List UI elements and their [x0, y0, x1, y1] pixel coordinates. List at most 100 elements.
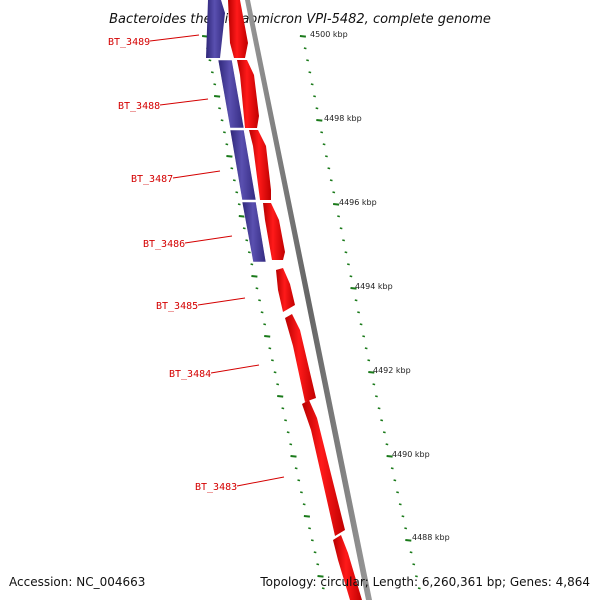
gene-bt3486-block	[241, 201, 267, 263]
outer-ring-tick	[372, 383, 376, 386]
inner-ring-tick	[208, 59, 212, 62]
inner-ring-tick	[237, 203, 241, 206]
inner-ring-tick	[316, 563, 320, 566]
kbp-label-4490: 4490 kbp	[392, 450, 430, 459]
inner-ring-tick	[263, 323, 267, 326]
outer-ring-tick	[390, 467, 394, 470]
outer-ring-tick	[344, 251, 348, 254]
outer-ring-tick	[385, 443, 389, 446]
inner-ring-tick	[251, 275, 258, 278]
inner-ring-tick	[289, 443, 293, 446]
outer-ring-tick	[327, 167, 331, 170]
inner-ring-tick	[258, 299, 261, 302]
gene-label-bt3483: BT_3483	[195, 482, 237, 493]
gene-bt3484-fwd	[285, 314, 316, 402]
outer-ring-tick	[359, 323, 363, 326]
outer-ring-tick	[308, 71, 312, 74]
outer-ring-tick	[364, 347, 368, 350]
inner-ring-tick	[245, 239, 249, 242]
inner-ring-tick	[300, 491, 303, 494]
inner-ring-tick	[210, 71, 214, 74]
inner-ring-tick	[308, 527, 311, 530]
kbp-label-4494: 4494 kbp	[355, 282, 393, 291]
outer-ring-tick	[320, 131, 324, 134]
inner-ring-tick	[223, 131, 226, 134]
inner-ring-tick	[284, 419, 287, 422]
gene-bt3489-arrow	[206, 0, 225, 58]
kbp-label-4488: 4488 kbp	[412, 533, 450, 542]
gene-label-bt3484: BT_3484	[169, 369, 211, 380]
inner-ring-tick	[273, 371, 277, 374]
outer-ring-tick	[415, 575, 418, 578]
inner-ring-tick	[313, 551, 317, 554]
inner-ring-tick	[247, 251, 251, 254]
gene-bt3485-fwd	[276, 268, 295, 312]
gene-leader-bt3488	[159, 98, 209, 106]
gene-label-bt3487: BT_3487	[131, 174, 173, 185]
outer-ring-tick	[412, 563, 416, 566]
outer-ring-tick	[377, 407, 381, 410]
inner-ring-tick	[250, 263, 254, 266]
gene-bt3487-block	[229, 129, 257, 201]
inner-ring-tick	[218, 107, 221, 110]
inner-ring-tick	[294, 467, 298, 470]
outer-ring-tick	[350, 287, 357, 290]
inner-ring-tick	[303, 515, 310, 518]
inner-ring-tick	[213, 83, 217, 86]
gene-bt3486-fwd	[263, 203, 285, 260]
inner-ring-tick	[260, 311, 264, 314]
gene-leader-bt3489	[149, 34, 200, 42]
inner-ring-tick	[281, 407, 285, 410]
outer-ring-tick	[347, 263, 350, 266]
inner-ring-tick	[264, 335, 271, 338]
outer-ring-tick	[393, 479, 397, 482]
outer-ring-tick	[332, 191, 336, 194]
outer-ring-tick	[354, 299, 358, 302]
inner-ring-tick	[225, 143, 229, 146]
kbp-label-4500: 4500 kbp	[310, 30, 348, 39]
genome-summary-text: Topology: circular; Length: 6,260,361 bp…	[259, 575, 590, 589]
map-title: Bacteroides thetaiotaomicron VPI-5482, c…	[109, 12, 491, 27]
inner-ring-tick	[271, 359, 274, 362]
outer-ring-tick	[310, 83, 314, 86]
inner-ring-tick	[214, 95, 221, 98]
outer-ring-tick	[306, 59, 309, 62]
gene-labels: BT_3489 BT_3488 BT_3487 BT_3486 BT_3485 …	[108, 34, 285, 493]
reverse-genes	[206, 0, 267, 263]
outer-ring-tick	[349, 275, 353, 278]
kbp-labels: 4500 kbp 4498 kbp 4496 kbp 4494 kbp 4492…	[310, 30, 450, 542]
outer-ring-tick	[375, 395, 378, 398]
gene-leader-bt3487	[172, 170, 221, 179]
inner-ring-tick	[268, 347, 272, 350]
inner-ring-tick	[297, 479, 301, 482]
inner-ring-tick	[242, 227, 246, 230]
outer-ring-tick	[325, 155, 328, 158]
kbp-label-4498: 4498 kbp	[324, 114, 362, 123]
gene-next-fwd	[333, 535, 362, 600]
outer-ring-tick	[342, 239, 345, 242]
inner-tick-ring	[202, 35, 325, 590]
inner-ring-tick	[290, 455, 297, 458]
gene-bt3483-fwd	[302, 400, 345, 536]
outer-ring-tick	[396, 491, 399, 494]
inner-ring-tick	[232, 179, 236, 182]
inner-ring-tick	[235, 191, 239, 194]
gene-label-bt3488: BT_3488	[118, 101, 160, 112]
inner-ring-tick	[310, 539, 314, 542]
gene-bt3488-block	[217, 59, 245, 129]
outer-ring-tick	[333, 203, 340, 206]
outer-ring-tick	[409, 551, 413, 554]
outer-ring-tick	[417, 587, 421, 590]
outer-ring-tick	[362, 335, 366, 338]
gene-bt3487-fwd	[249, 130, 271, 200]
outer-ring-tick	[380, 419, 384, 422]
outer-ring-tick	[329, 179, 333, 182]
kbp-label-4492: 4492 kbp	[373, 366, 411, 375]
inner-ring-tick	[276, 383, 280, 386]
inner-ring-tick	[226, 155, 233, 158]
forward-genes	[228, 0, 362, 600]
gene-leader-bt3486	[184, 235, 233, 244]
outer-ring-tick	[368, 371, 375, 374]
outer-ring-tick	[398, 503, 402, 506]
